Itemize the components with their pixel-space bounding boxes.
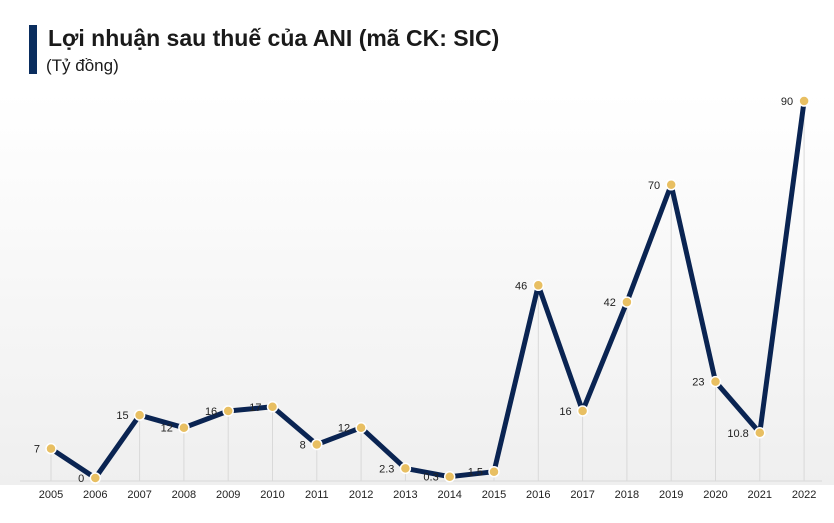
data-point-2008 xyxy=(178,421,190,434)
data-label-2019: 70 xyxy=(648,180,660,192)
data-point-2020 xyxy=(709,375,722,388)
data-point-2017 xyxy=(576,405,589,417)
data-point-2009 xyxy=(222,405,234,417)
data-label-2008: 12 xyxy=(161,423,173,435)
data-point-2015 xyxy=(488,465,500,478)
profit-line xyxy=(48,98,807,481)
data-point-2010 xyxy=(266,401,279,413)
x-tick-label-2022: 2022 xyxy=(792,489,816,501)
x-tick-label-2016: 2016 xyxy=(526,489,550,501)
data-label-2018: 42 xyxy=(604,297,616,309)
chart-unit-subtitle: (Tỷ đồng) xyxy=(46,56,119,75)
data-point-2019 xyxy=(665,179,677,191)
title-accent-bar xyxy=(29,25,37,74)
x-tick-label-2020: 2020 xyxy=(703,489,727,501)
data-point-2007 xyxy=(133,409,146,421)
x-tick-label-2007: 2007 xyxy=(127,489,151,501)
data-label-2022: 90 xyxy=(781,96,793,108)
data-label-2014: 0.3 xyxy=(423,472,438,484)
x-tick-label-2015: 2015 xyxy=(482,489,506,501)
data-label-2006: 0 xyxy=(78,473,84,485)
data-point-2018 xyxy=(621,296,633,308)
data-label-2012: 12 xyxy=(338,423,350,435)
data-label-2013: 2.3 xyxy=(379,463,394,475)
data-point-2011 xyxy=(311,438,323,451)
x-tick-label-2017: 2017 xyxy=(570,489,594,501)
data-label-2020: 23 xyxy=(692,377,704,389)
x-tick-label-2009: 2009 xyxy=(216,489,240,501)
x-tick-label-2021: 2021 xyxy=(748,489,772,501)
data-point-2005 xyxy=(45,442,57,455)
data-point-2016 xyxy=(532,279,545,292)
data-label-2017: 16 xyxy=(559,406,571,418)
x-tick-label-2018: 2018 xyxy=(615,489,639,501)
plot-background xyxy=(0,92,834,485)
data-label-2005: 7 xyxy=(34,444,40,456)
x-tick-label-2006: 2006 xyxy=(83,489,107,501)
x-tick-label-2013: 2013 xyxy=(393,489,417,501)
x-tick-label-2011: 2011 xyxy=(305,489,329,501)
data-label-2007: 15 xyxy=(116,410,128,422)
x-tick-label-2012: 2012 xyxy=(349,489,373,501)
data-label-2009: 16 xyxy=(205,406,217,418)
data-point-2021 xyxy=(754,427,766,439)
data-label-2010: 17 xyxy=(249,402,261,414)
data-point-2013 xyxy=(399,462,412,475)
data-label-2015: 1.5 xyxy=(468,467,483,479)
data-label-2016: 46 xyxy=(515,280,527,292)
x-tick-label-2008: 2008 xyxy=(172,489,196,501)
data-point-2014 xyxy=(443,470,456,483)
data-point-2012 xyxy=(355,421,367,434)
data-label-2021: 10.8 xyxy=(727,428,748,440)
data-point-2022 xyxy=(798,95,810,107)
x-tick-label-2014: 2014 xyxy=(437,489,461,501)
x-tick-label-2005: 2005 xyxy=(39,489,63,501)
chart-title: Lợi nhuận sau thuế của ANI (mã CK: SIC) xyxy=(48,25,500,51)
data-point-2006 xyxy=(89,472,102,484)
x-tick-label-2010: 2010 xyxy=(260,489,284,501)
data-label-2011: 8 xyxy=(300,439,306,451)
x-tick-label-2019: 2019 xyxy=(659,489,683,501)
